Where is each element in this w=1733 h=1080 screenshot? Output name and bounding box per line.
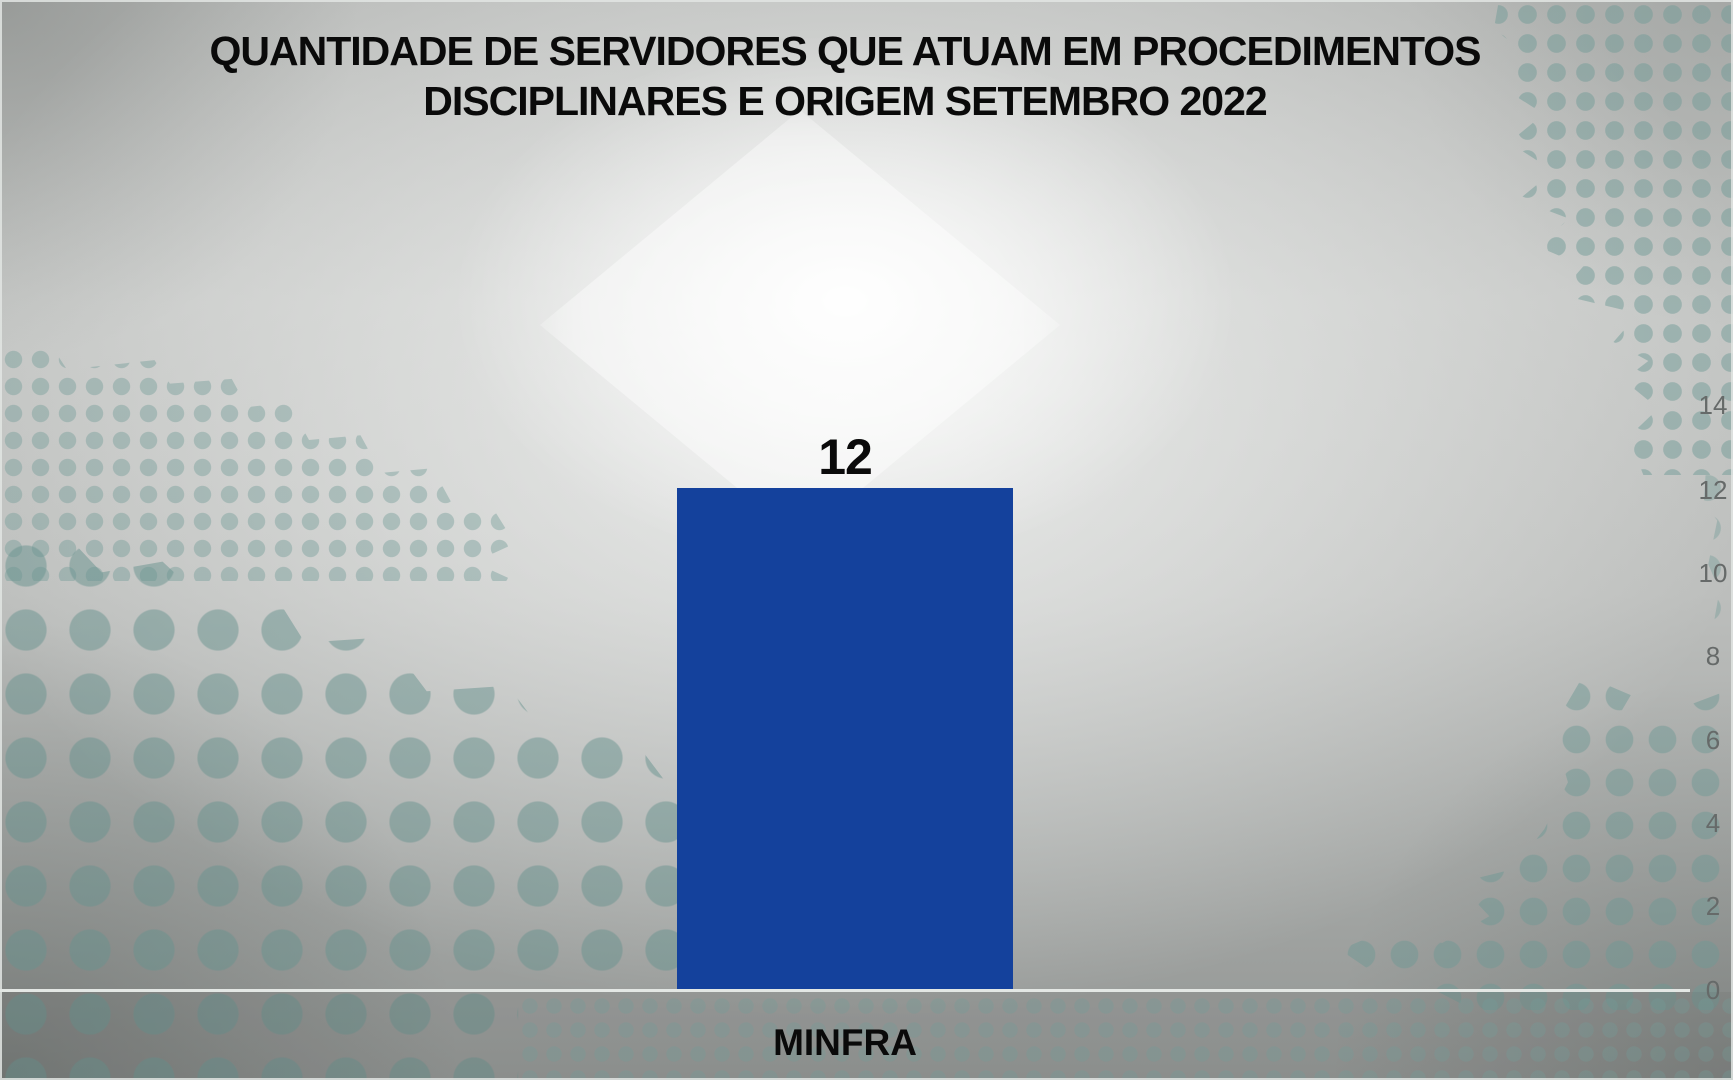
y-tick-6: 6 — [1705, 725, 1721, 755]
chart-title: QUANTIDADE DE SERVIDORES QUE ATUAM EM PR… — [0, 26, 1690, 126]
y-tick-12: 12 — [1698, 475, 1728, 505]
bar-value-label: 12 — [818, 429, 873, 485]
y-tick-10: 10 — [1698, 558, 1728, 588]
x-axis-line — [0, 989, 1690, 992]
bar-minfra — [677, 488, 1013, 989]
y-tick-14: 14 — [1698, 390, 1728, 420]
category-label-minfra: MINFRA — [773, 1022, 917, 1063]
y-tick-8: 8 — [1705, 641, 1721, 671]
halftone-map-bottom-right — [1340, 675, 1733, 1010]
y-tick-0: 0 — [1705, 975, 1721, 1005]
below-axis-band — [0, 992, 1733, 1080]
y-tick-2: 2 — [1705, 891, 1721, 921]
y-tick-4: 4 — [1705, 808, 1721, 838]
y-axis: 14 12 10 8 6 4 2 0 — [1690, 0, 1733, 1080]
halftone-dots-bottom-strip — [518, 994, 1733, 1080]
chart-title-line-2: DISCIPLINARES E ORIGEM SETEMBRO 2022 — [423, 78, 1267, 124]
halftone-map-left-top — [0, 346, 515, 581]
chart-title-line-1: QUANTIDADE DE SERVIDORES QUE ATUAM EM PR… — [209, 28, 1482, 74]
